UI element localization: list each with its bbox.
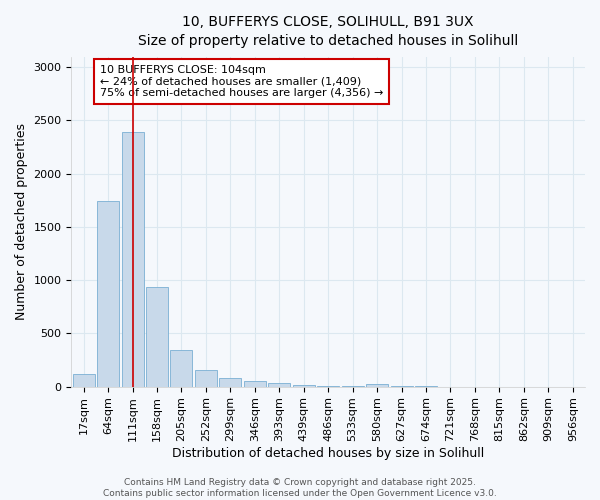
Bar [268, 383, 290, 386]
Bar [170, 350, 193, 387]
Bar [220, 378, 241, 386]
X-axis label: Distribution of detached houses by size in Solihull: Distribution of detached houses by size … [172, 447, 484, 460]
Text: 10 BUFFERYS CLOSE: 104sqm
← 24% of detached houses are smaller (1,409)
75% of se: 10 BUFFERYS CLOSE: 104sqm ← 24% of detac… [100, 65, 383, 98]
Bar [244, 382, 266, 386]
Bar [366, 384, 388, 386]
Bar [73, 374, 95, 386]
Bar [122, 132, 143, 386]
Title: 10, BUFFERYS CLOSE, SOLIHULL, B91 3UX
Size of property relative to detached hous: 10, BUFFERYS CLOSE, SOLIHULL, B91 3UX Si… [138, 15, 518, 48]
Y-axis label: Number of detached properties: Number of detached properties [15, 123, 28, 320]
Bar [293, 385, 315, 386]
Bar [146, 286, 168, 386]
Bar [97, 202, 119, 386]
Text: Contains HM Land Registry data © Crown copyright and database right 2025.
Contai: Contains HM Land Registry data © Crown c… [103, 478, 497, 498]
Bar [195, 370, 217, 386]
